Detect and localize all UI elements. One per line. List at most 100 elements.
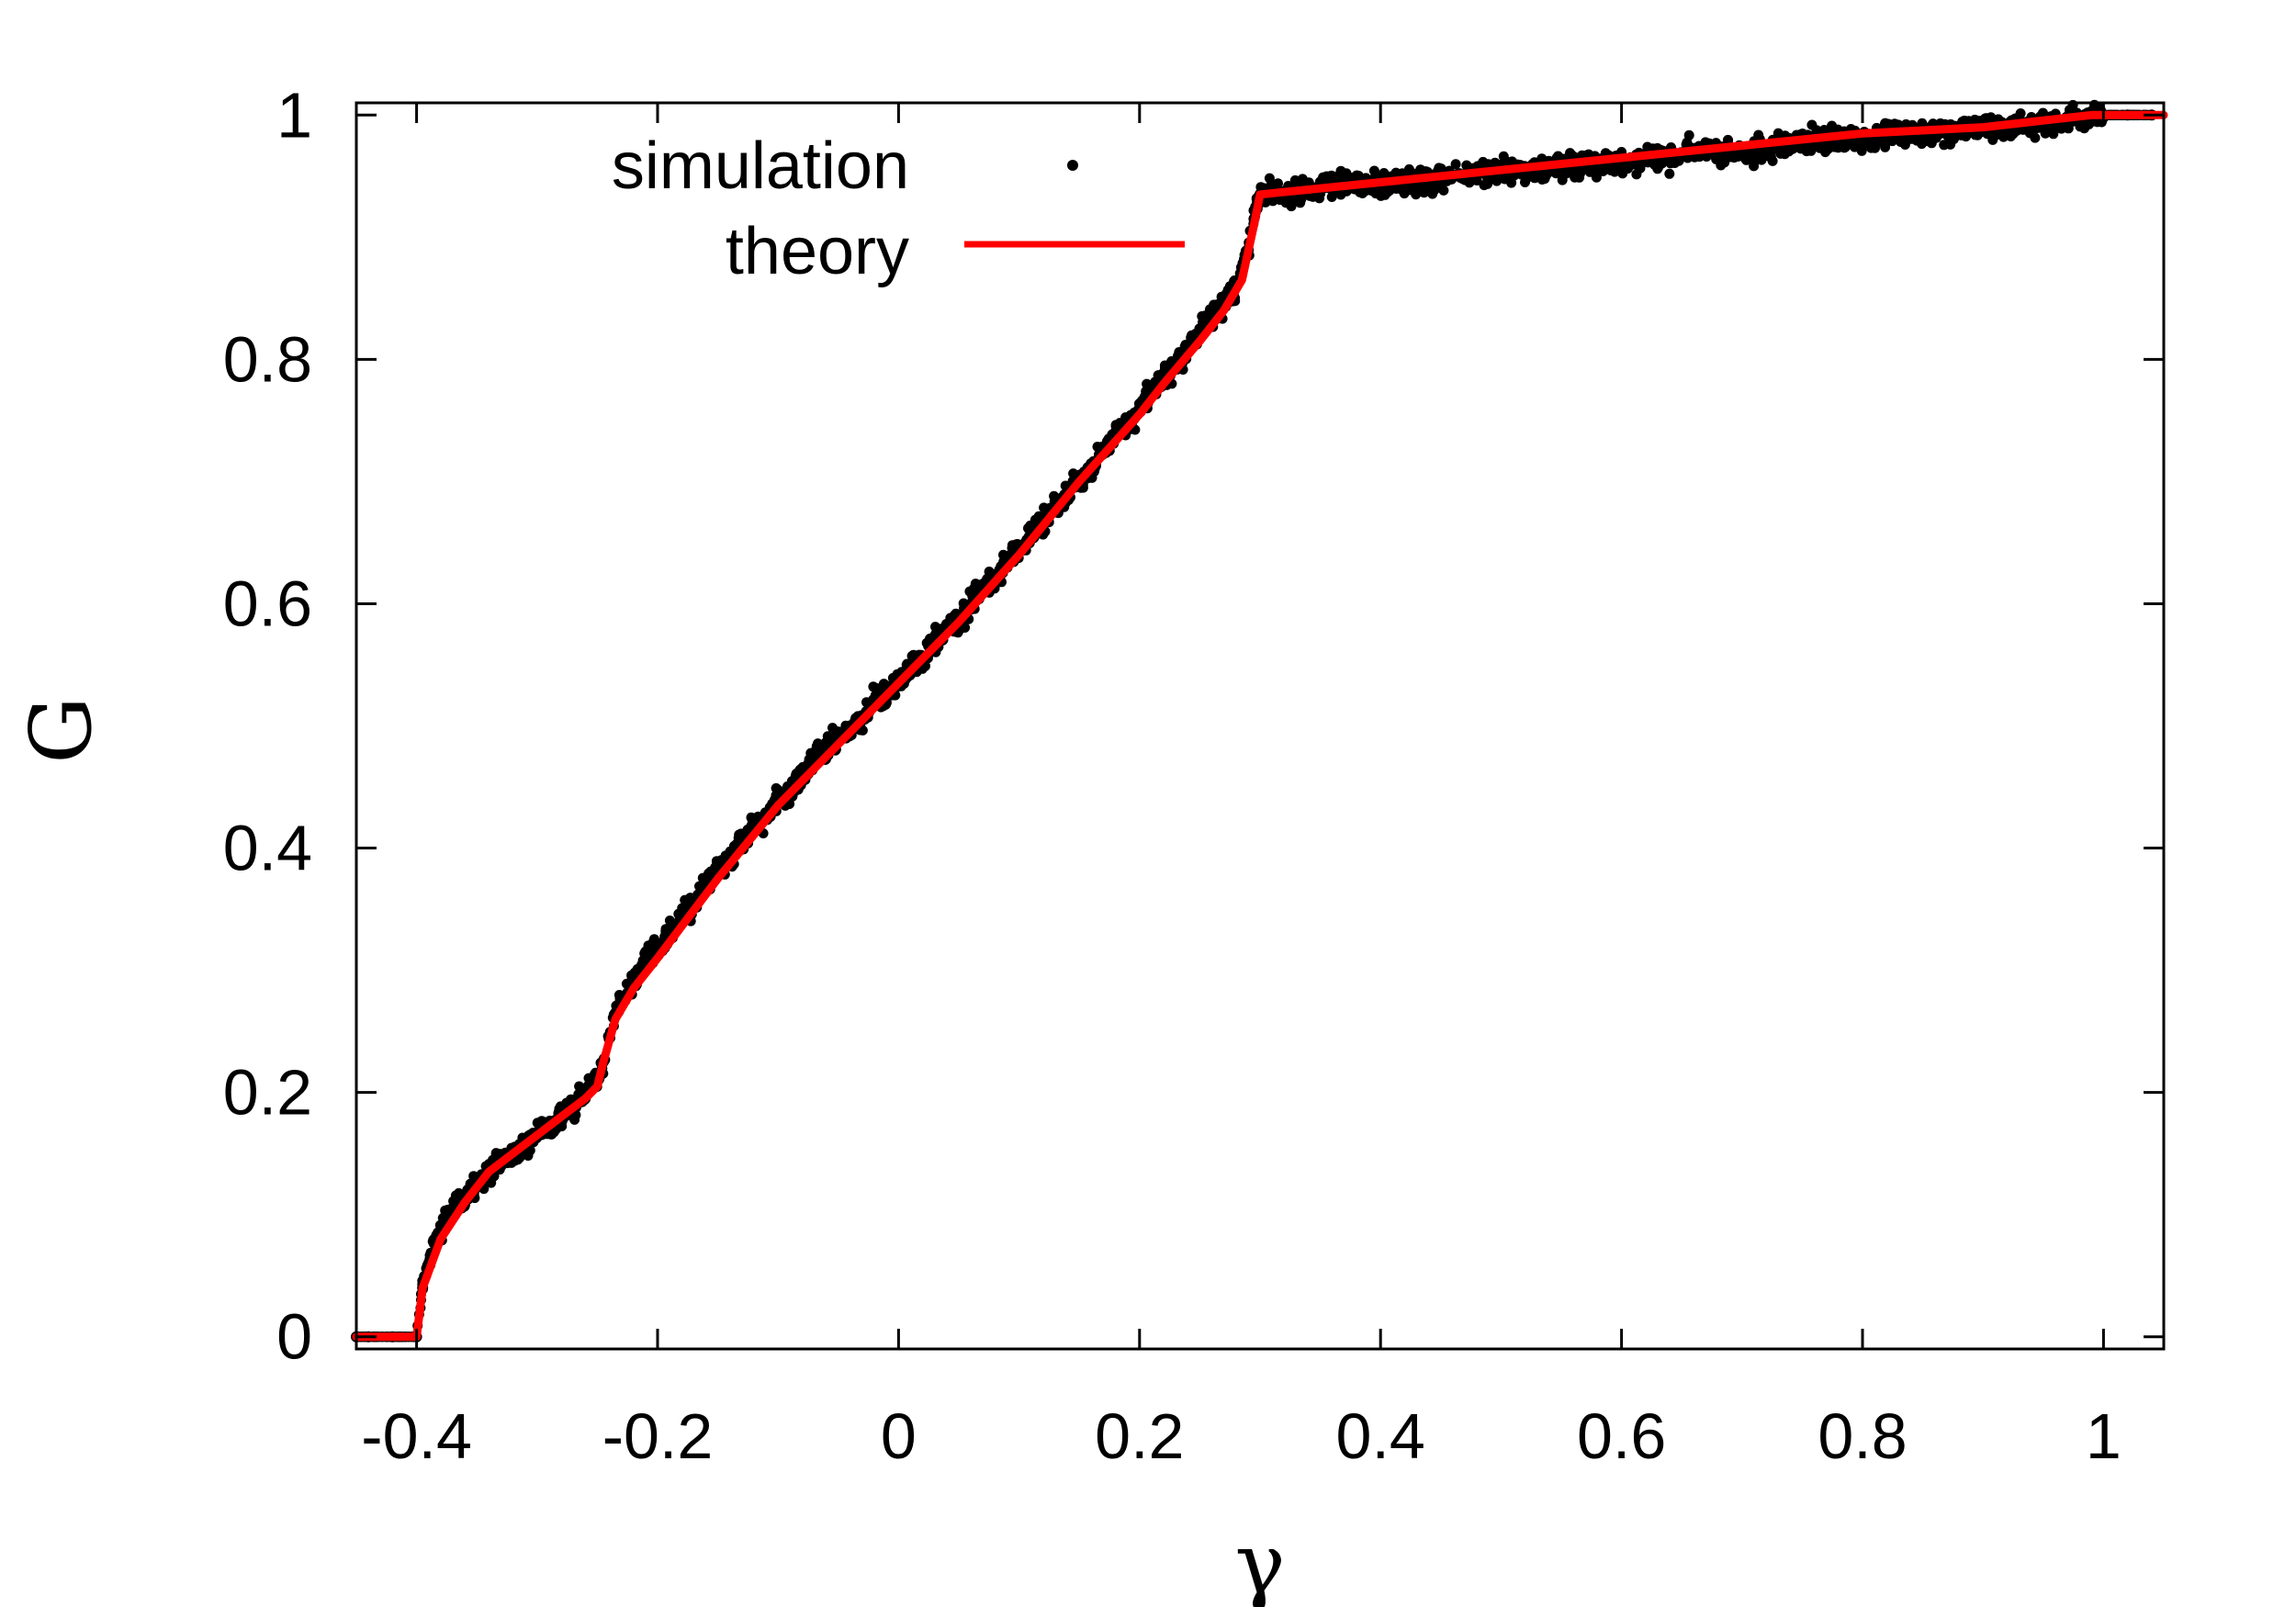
simulation-point xyxy=(1289,174,1300,185)
axis-ticks xyxy=(356,103,2164,1349)
legend-label-simulation: simulation xyxy=(612,129,909,203)
simulation-point xyxy=(1840,140,1851,152)
simulation-point xyxy=(1683,129,1694,140)
x-tick-label: 0.4 xyxy=(1336,1400,1425,1472)
simulation-point xyxy=(1889,118,1900,129)
simulation-point xyxy=(1023,523,1033,534)
simulation-point xyxy=(1899,140,1910,150)
simulation-point xyxy=(1049,490,1060,501)
simulation-point xyxy=(1871,136,1882,146)
x-tick-label: -0.2 xyxy=(602,1400,714,1472)
simulation-point xyxy=(1382,186,1393,197)
simulation-point xyxy=(1506,177,1517,188)
simulation-point xyxy=(1570,172,1581,183)
legend-label-theory: theory xyxy=(726,215,909,288)
simulation-point xyxy=(1664,168,1675,179)
simulation-point xyxy=(746,812,757,823)
simulation-point xyxy=(1725,152,1736,163)
simulation-point xyxy=(490,1150,501,1160)
simulation-point xyxy=(1907,132,1918,143)
y-tick-label: 0.8 xyxy=(223,323,312,395)
simulation-point xyxy=(1415,164,1426,175)
y-tick-label: 1 xyxy=(276,79,312,151)
simulation-point xyxy=(1264,173,1275,184)
simulation-point xyxy=(1631,169,1642,180)
simulation-point xyxy=(1804,142,1815,153)
simulation-point xyxy=(1255,182,1266,193)
simulation-point xyxy=(1478,156,1489,167)
simulation-point xyxy=(1930,132,1941,143)
plot-frame xyxy=(355,101,2166,1351)
simulation-point xyxy=(694,881,704,892)
legend: simulation theory xyxy=(612,129,1185,288)
x-tick-label: 0 xyxy=(881,1400,917,1472)
simulation-point xyxy=(1855,143,1866,153)
simulation-point xyxy=(1565,148,1575,159)
simulation-point xyxy=(1561,168,1572,179)
simulation-point xyxy=(1461,160,1472,171)
simulation-point xyxy=(1732,152,1743,162)
simulation-point xyxy=(2075,121,2086,132)
y-tick-label: 0.6 xyxy=(223,568,312,640)
simulation-point xyxy=(1295,197,1306,208)
simulation-point xyxy=(1334,170,1345,181)
simulation-point xyxy=(1498,151,1509,162)
simulation-point xyxy=(1945,139,1956,150)
simulation-point xyxy=(715,856,726,867)
simulation-point xyxy=(664,916,675,926)
simulation-point xyxy=(1775,148,1786,159)
simulation-point xyxy=(632,963,643,974)
simulation-point xyxy=(574,1081,585,1092)
simulation-point xyxy=(1520,177,1530,187)
x-tick-label: 0.8 xyxy=(1818,1400,1907,1472)
simulation-point xyxy=(1536,169,1547,180)
x-axis-title: γ xyxy=(1235,1515,1286,1607)
x-tick-label: 0.6 xyxy=(1577,1400,1666,1472)
simulation-point xyxy=(1917,118,1928,129)
simulation-point xyxy=(1206,305,1217,316)
simulation-point xyxy=(1722,135,1733,146)
simulation-point xyxy=(1553,151,1563,162)
y-axis-title: G xyxy=(12,696,110,764)
simulation-point xyxy=(1716,160,1727,171)
x-tick-label: 0.2 xyxy=(1095,1400,1184,1472)
legend-marker-simulation xyxy=(1067,160,1078,171)
simulation-point xyxy=(1419,187,1430,198)
simulation-point xyxy=(1287,193,1297,204)
simulation-point xyxy=(468,1171,479,1182)
simulation-point xyxy=(1981,113,1991,124)
simulation-point xyxy=(450,1190,461,1201)
simulation-point xyxy=(1609,166,1620,177)
simulation-point xyxy=(1435,163,1446,174)
simulation-point xyxy=(2043,123,2054,134)
simulation-point xyxy=(1009,543,1019,554)
theory-line xyxy=(352,110,2168,1342)
simulation-point xyxy=(1060,480,1071,491)
simulation-point xyxy=(561,1097,572,1108)
simulation-point xyxy=(648,936,659,947)
simulation-point xyxy=(1159,360,1170,371)
simulation-point xyxy=(1806,119,1818,130)
x-tick-label: -0.4 xyxy=(361,1400,472,1472)
simulation-point xyxy=(1880,118,1891,129)
simulation-point xyxy=(1450,159,1461,170)
y-tick-label: 0.2 xyxy=(223,1057,312,1129)
simulation-point xyxy=(1998,131,2009,142)
simulation-point xyxy=(1427,186,1438,197)
y-tick-labels: 0 0.2 0.4 0.6 0.8 1 xyxy=(223,79,312,1372)
simulation-point xyxy=(683,895,693,906)
simulation-point xyxy=(999,551,1010,562)
simulation-point xyxy=(583,1073,594,1084)
x-tick-label: 1 xyxy=(2086,1400,2122,1472)
simulation-point xyxy=(827,723,838,734)
simulation-point xyxy=(1479,180,1490,191)
simulation-point xyxy=(818,741,829,751)
simulation-point xyxy=(1411,189,1422,200)
simulation-point xyxy=(1536,153,1548,164)
y-tick-label: 0.4 xyxy=(223,813,312,884)
x-tick-labels: -0.4 -0.2 0 0.2 0.4 0.6 0.8 1 xyxy=(361,1400,2122,1472)
simulation-point xyxy=(1773,128,1784,139)
simulation-point xyxy=(1187,332,1199,343)
simulation-point xyxy=(1622,163,1632,174)
